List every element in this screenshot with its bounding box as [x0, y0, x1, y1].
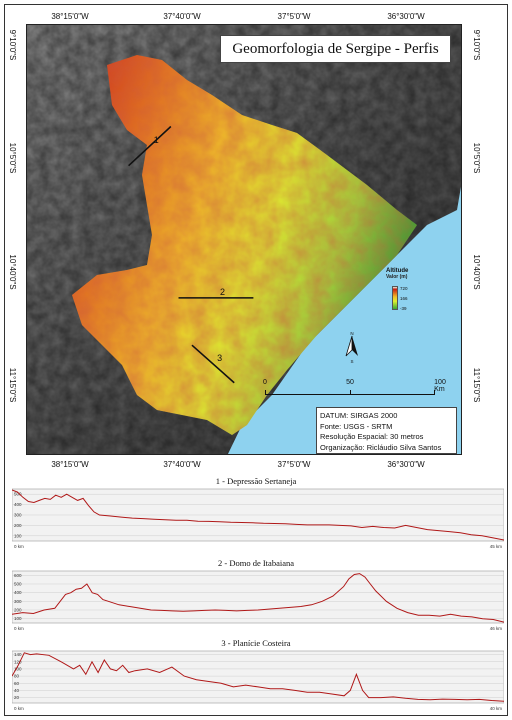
- page-frame: [4, 4, 508, 716]
- south-label: S: [350, 359, 354, 364]
- info-resolution: Resolução Espacial: 30 metros: [320, 432, 424, 441]
- coord-left-0: 9°10'0"S: [8, 29, 17, 61]
- coord-top-2: 37°5'0"W: [277, 12, 311, 21]
- map-sea: [227, 186, 461, 454]
- coord-bottom-2: 37°5'0"W: [277, 460, 311, 469]
- legend-max: 720: [400, 286, 408, 291]
- profile-end-label: 46 km: [490, 626, 503, 631]
- map-info-box: DATUM: SIRGAS 2000 Fonte: USGS - SRTM Re…: [316, 407, 457, 454]
- coord-left-3: 11°15'0"S: [8, 367, 17, 403]
- altitude-legend: Altitude Valor (m) 720 166 -39: [386, 268, 436, 311]
- legend-min: -39: [400, 306, 407, 311]
- y-tick-label: 140: [14, 652, 22, 657]
- profile-3-title: 3 - Planície Costeira: [221, 638, 291, 648]
- profile-plot-area: [12, 650, 504, 704]
- y-tick-label: 100: [14, 533, 22, 538]
- info-source: Fonte: USGS - SRTM: [320, 421, 393, 431]
- north-label: N: [350, 331, 354, 336]
- info-organization: Organização: Ricláudio Silva Santos: [320, 442, 442, 452]
- y-tick-label: 200: [14, 608, 22, 613]
- profile-2-chart: 100 200 300 400 500 600 0 km 46 km: [12, 569, 504, 631]
- scale-bar-mid-tick: [350, 390, 351, 395]
- y-tick-label: 400: [14, 502, 22, 507]
- y-tick-label: 500: [14, 492, 22, 497]
- y-tick-label: 40: [14, 688, 20, 693]
- profile-end-label: 45 km: [490, 544, 503, 549]
- y-tick-label: 120: [14, 659, 22, 664]
- y-tick-label: 300: [14, 599, 22, 604]
- coord-right-1: 10°5'0"S: [472, 142, 481, 174]
- profile-start-label: 0 km: [14, 626, 24, 631]
- north-arrow: N S: [343, 331, 361, 364]
- profile-start-label: 0 km: [14, 706, 24, 711]
- legend-mid: 166: [400, 296, 408, 301]
- y-tick-label: 200: [14, 523, 22, 528]
- profile-1-chart: 100 200 300 400 500 0 km 45 km: [12, 487, 504, 549]
- coord-right-2: 10°40'0"S: [472, 254, 481, 290]
- y-tick-label: 500: [14, 582, 22, 587]
- profile-plot-area: [12, 570, 504, 624]
- state-relief-texture: [72, 55, 417, 435]
- profile-line-label-3: 3: [217, 353, 222, 363]
- profile-line-label-1: 1: [154, 135, 159, 145]
- coord-bottom-3: 36°30'0"W: [387, 460, 425, 469]
- coord-right-3: 11°15'0"S: [472, 367, 481, 403]
- profile-line: [12, 573, 504, 623]
- scale-bar: 0 50 100 Km: [263, 379, 446, 403]
- coord-top-1: 37°40'0"W: [163, 12, 201, 21]
- scale-label-0: 0: [263, 379, 267, 386]
- relief-map: 1 2 3: [27, 25, 461, 454]
- coord-bottom-1: 37°40'0"W: [163, 460, 201, 469]
- profile-line-1[interactable]: [128, 125, 172, 167]
- coord-top-3: 36°30'0"W: [387, 12, 425, 21]
- profile-line: [12, 652, 504, 702]
- y-tick-label: 100: [14, 666, 22, 671]
- legend-subtitle: Valor (m): [386, 274, 408, 280]
- coord-right-0: 9°10'0"S: [472, 29, 481, 61]
- coord-bottom-0: 38°15'0"W: [51, 460, 89, 469]
- y-tick-label: 100: [14, 616, 22, 621]
- y-tick-label: 60: [14, 681, 20, 686]
- y-tick-label: 600: [14, 573, 22, 578]
- coord-left-2: 10°40'0"S: [8, 254, 17, 290]
- profile-lines: 1 2 3: [128, 125, 254, 384]
- map-title: Geomorfologia de Sergipe - Perfis: [220, 35, 451, 63]
- profile-2-title: 2 - Domo de Itabaiana: [218, 558, 294, 568]
- map-view[interactable]: 1 2 3: [26, 24, 462, 455]
- coord-top-0: 38°15'0"W: [51, 12, 89, 21]
- profile-line-label-2: 2: [220, 287, 225, 297]
- profile-end-label: 40 km: [490, 706, 503, 711]
- coord-left-1: 10°5'0"S: [8, 142, 17, 174]
- scale-label-1: 50: [346, 379, 354, 386]
- profile-3-chart: 20 40 60 80 100 120 140 0 km 40 km: [12, 649, 504, 711]
- y-tick-label: 80: [14, 674, 20, 679]
- y-tick-label: 400: [14, 590, 22, 595]
- legend-title: Altitude: [386, 268, 409, 274]
- profile-1-title: 1 - Depressão Sertaneja: [215, 476, 297, 486]
- north-arrow-icon: [345, 335, 358, 357]
- legend-color-ramp: [392, 286, 398, 310]
- info-datum: DATUM: SIRGAS 2000: [320, 411, 398, 420]
- y-tick-label: 20: [14, 695, 20, 700]
- profile-start-label: 0 km: [14, 544, 24, 549]
- y-tick-label: 300: [14, 513, 22, 518]
- scale-label-2: 100 Km: [434, 379, 446, 393]
- profile-line-3[interactable]: [191, 344, 235, 384]
- profile-line: [12, 489, 504, 541]
